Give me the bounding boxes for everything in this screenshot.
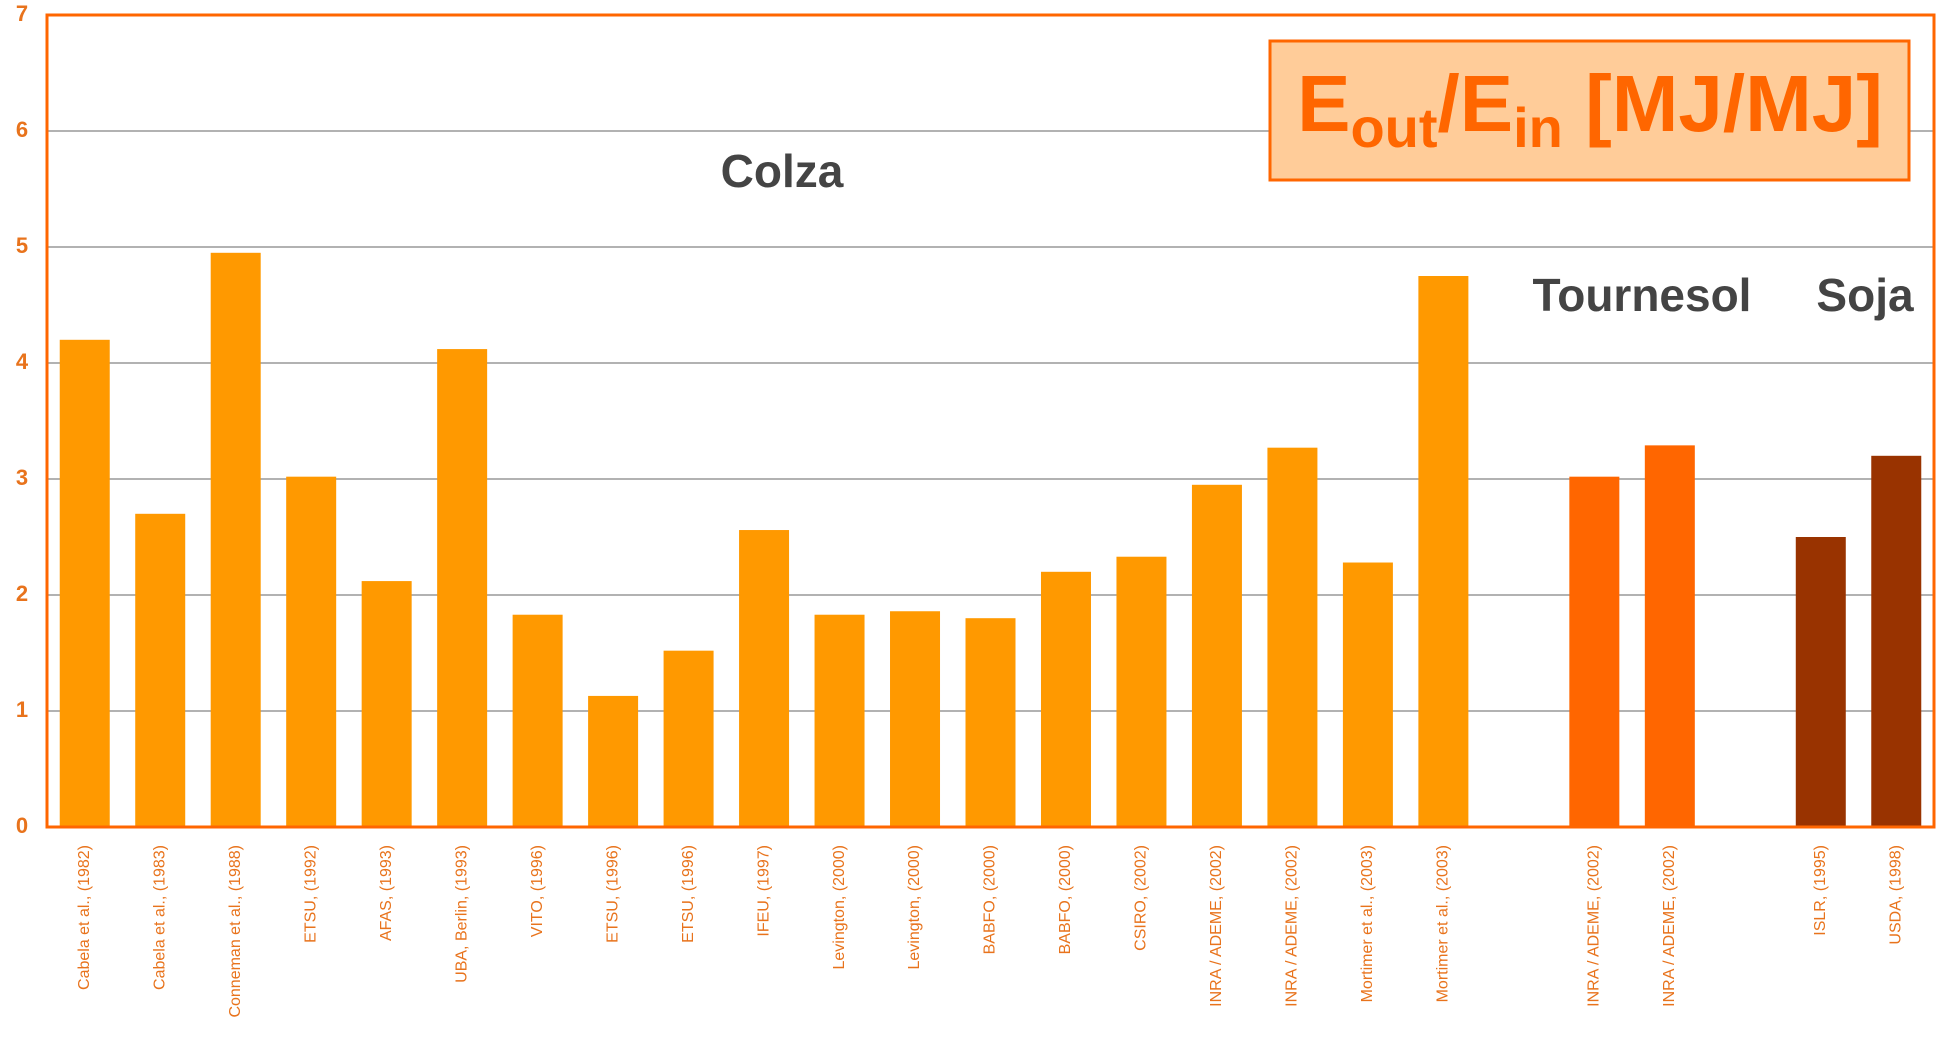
x-tick-label: INRA / ADEME, (2002) [1208, 845, 1225, 1007]
chart-title: Eout/Ein [MJ/MJ] [1297, 59, 1883, 159]
bar [1116, 556, 1167, 827]
annotation: Soja [1816, 269, 1914, 321]
x-tick-label: BABFO, (2000) [982, 845, 999, 954]
x-tick-label: Conneman et al., (1988) [227, 845, 244, 1018]
bar [59, 339, 110, 827]
title-part: in [1513, 96, 1563, 159]
x-tick-label: UBA, Berlin, (1993) [453, 845, 470, 983]
x-tick-label: Mortimer et al., (2003) [1359, 845, 1376, 1002]
bar [210, 252, 261, 828]
bar [1569, 476, 1620, 827]
x-tick-label: INRA / ADEME, (2002) [1284, 845, 1301, 1007]
bar [1342, 562, 1393, 827]
bar [286, 476, 337, 827]
y-tick-label: 0 [16, 813, 28, 838]
bar [814, 614, 865, 827]
bar [1191, 484, 1242, 827]
bar [135, 513, 186, 827]
x-tick-label: Levington, (2000) [906, 845, 923, 970]
y-tick-label: 1 [16, 697, 28, 722]
bar [965, 618, 1016, 827]
bar [663, 650, 714, 827]
x-tick-label: ISLR, (1995) [1812, 845, 1829, 936]
y-tick-label: 4 [16, 349, 29, 374]
bar [1040, 571, 1091, 827]
x-tick-label: Cabela et al., (1983) [151, 845, 168, 990]
bar [1418, 276, 1469, 827]
annotation: Colza [721, 145, 844, 197]
title-part: /E [1438, 59, 1514, 148]
bar [512, 614, 563, 827]
x-tick-label: Mortimer et al., (2003) [1435, 845, 1452, 1002]
bar [890, 611, 941, 827]
bar [1267, 447, 1318, 827]
x-tick-label: USDA, (1998) [1887, 845, 1904, 945]
x-tick-label: IFEU, (1997) [755, 845, 772, 937]
x-tick-label: VITO, (1996) [529, 845, 546, 937]
y-tick-label: 6 [16, 117, 28, 142]
x-tick-label: Levington, (2000) [831, 845, 848, 970]
x-tick-label: BABFO, (2000) [1057, 845, 1074, 954]
y-tick-label: 2 [16, 581, 28, 606]
y-tick-label: 3 [16, 465, 28, 490]
x-tick-label: ETSU, (1996) [680, 845, 697, 943]
title-part: out [1350, 96, 1437, 159]
x-tick-label: Cabela et al., (1982) [76, 845, 93, 990]
x-tick-label: ETSU, (1996) [604, 845, 621, 943]
annotation: Tournesol [1533, 269, 1752, 321]
bar [588, 695, 639, 827]
x-tick-label: ETSU, (1992) [302, 845, 319, 943]
y-tick-label: 5 [16, 233, 28, 258]
bar [361, 581, 412, 827]
title-part: E [1297, 59, 1350, 148]
bar [1644, 445, 1695, 827]
bar [739, 530, 790, 827]
x-tick-label: CSIRO, (2002) [1133, 845, 1150, 951]
x-tick-label: AFAS, (1993) [378, 845, 395, 941]
bar [1795, 537, 1846, 827]
bar [437, 349, 488, 827]
bar [1871, 455, 1922, 827]
plot-border [45, 13, 1936, 829]
x-tick-label: INRA / ADEME, (2002) [1586, 845, 1603, 1007]
y-tick-label: 7 [16, 1, 28, 26]
title-box [1268, 39, 1911, 182]
title-part: [MJ/MJ] [1563, 59, 1883, 148]
x-tick-label: INRA / ADEME, (2002) [1661, 845, 1678, 1007]
